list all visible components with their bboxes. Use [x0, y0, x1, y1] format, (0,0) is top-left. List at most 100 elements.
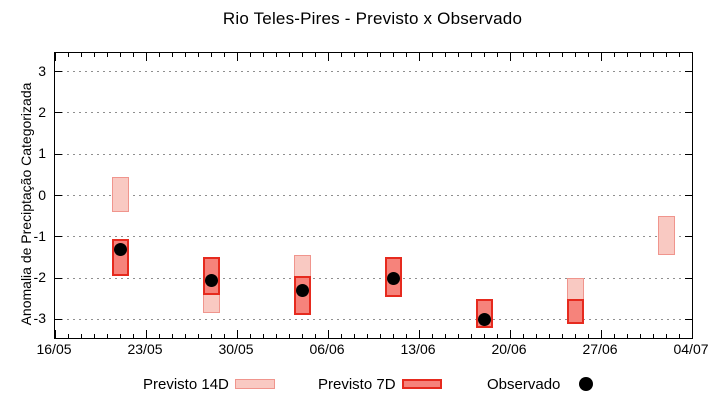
x-tick-minor	[587, 334, 589, 338]
y-tick-label: -1	[33, 227, 46, 244]
x-tick-minor-top	[496, 53, 498, 57]
x-tick-minor-top	[314, 53, 316, 57]
x-tick-major-top	[54, 53, 56, 61]
x-tick-minor	[392, 334, 394, 338]
x-tick-minor-top	[678, 53, 680, 57]
x-tick-major-top	[691, 53, 693, 61]
gridline-y-1	[55, 153, 692, 155]
observado-point	[113, 242, 127, 256]
x-tick-minor-top	[366, 53, 368, 57]
x-tick-minor-top	[67, 53, 69, 57]
x-tick-minor	[561, 334, 563, 338]
x-tick-minor	[80, 334, 82, 338]
x-tick-minor-top	[119, 53, 121, 57]
x-tick-minor	[548, 334, 550, 338]
x-tick-minor	[470, 334, 472, 338]
x-tick-major	[418, 330, 420, 338]
x-tick-minor	[639, 334, 641, 338]
x-tick-minor-top	[171, 53, 173, 57]
x-tick-minor	[158, 334, 160, 338]
x-tick-minor-top	[626, 53, 628, 57]
y-tick-label: -3	[33, 310, 46, 327]
y-tick-left	[55, 277, 62, 279]
x-tick-minor	[665, 334, 667, 338]
x-tick-minor	[301, 334, 303, 338]
x-tick-minor-top	[249, 53, 251, 57]
x-tick-minor	[535, 334, 537, 338]
x-tick-minor	[340, 334, 342, 338]
x-tick-minor-top	[132, 53, 134, 57]
x-tick-major-top	[145, 53, 147, 61]
x-tick-minor	[444, 334, 446, 338]
x-tick-minor-top	[457, 53, 459, 57]
y-tick-left	[55, 318, 62, 320]
bar-previsto-7d	[566, 298, 584, 324]
y-tick-right	[685, 112, 692, 114]
x-tick-minor-top	[275, 53, 277, 57]
x-tick-minor	[262, 334, 264, 338]
x-tick-minor	[431, 334, 433, 338]
x-tick-major-top	[327, 53, 329, 61]
bar-previsto-14d	[111, 176, 129, 212]
y-tick-left	[55, 236, 62, 238]
x-tick-minor	[249, 334, 251, 338]
x-tick-minor-top	[587, 53, 589, 57]
x-tick-minor-top	[483, 53, 485, 57]
gridline-y--3	[55, 318, 692, 320]
x-tick-minor-top	[353, 53, 355, 57]
x-tick-minor	[626, 334, 628, 338]
x-tick-minor	[223, 334, 225, 338]
x-tick-minor-top	[392, 53, 394, 57]
x-tick-minor	[652, 334, 654, 338]
gridline-y--1	[55, 236, 692, 238]
x-tick-minor-top	[639, 53, 641, 57]
x-tick-label: 06/06	[309, 341, 345, 357]
x-tick-minor-top	[93, 53, 95, 57]
y-tick-right	[685, 236, 692, 238]
x-tick-minor-top	[548, 53, 550, 57]
legend-item-observado: Observado	[487, 374, 594, 394]
x-tick-minor	[405, 334, 407, 338]
x-tick-minor-top	[80, 53, 82, 57]
x-tick-minor	[132, 334, 134, 338]
x-tick-minor	[184, 334, 186, 338]
y-tick-left	[55, 71, 62, 73]
x-tick-minor-top	[379, 53, 381, 57]
y-tick-label: 1	[38, 145, 46, 162]
y-tick-label: 2	[38, 103, 46, 120]
x-tick-minor-top	[106, 53, 108, 57]
x-tick-minor-top	[522, 53, 524, 57]
x-tick-minor-top	[223, 53, 225, 57]
x-tick-minor	[275, 334, 277, 338]
x-tick-label: 23/05	[127, 341, 163, 357]
x-tick-major	[54, 330, 56, 338]
x-tick-minor	[574, 334, 576, 338]
x-tick-major	[509, 330, 511, 338]
x-tick-major-top	[236, 53, 238, 61]
y-tick-label: -2	[33, 269, 46, 286]
x-tick-major	[327, 330, 329, 338]
legend-label-previsto-14d: Previsto 14D	[143, 375, 229, 393]
gridline-y-2	[55, 112, 692, 114]
x-tick-minor-top	[652, 53, 654, 57]
y-tick-label: 3	[38, 62, 46, 79]
x-tick-minor	[457, 334, 459, 338]
x-tick-minor-top	[535, 53, 537, 57]
observado-point	[477, 312, 491, 326]
x-tick-minor-top	[210, 53, 212, 57]
legend-item-previsto-7d: Previsto 7D	[318, 374, 442, 394]
x-tick-minor	[119, 334, 121, 338]
x-tick-label: 30/05	[218, 341, 254, 357]
observado-point	[295, 284, 309, 297]
plot-area	[54, 52, 693, 339]
x-tick-minor-top	[613, 53, 615, 57]
y-tick-left	[55, 112, 62, 114]
x-tick-minor	[678, 334, 680, 338]
x-tick-minor-top	[405, 53, 407, 57]
y-tick-right	[685, 71, 692, 73]
x-tick-label: 04/07	[673, 341, 709, 357]
previsto-7d-swatch-icon	[401, 379, 442, 389]
x-tick-minor	[67, 334, 69, 338]
bar-previsto-14d	[657, 216, 675, 256]
x-tick-minor-top	[470, 53, 472, 57]
